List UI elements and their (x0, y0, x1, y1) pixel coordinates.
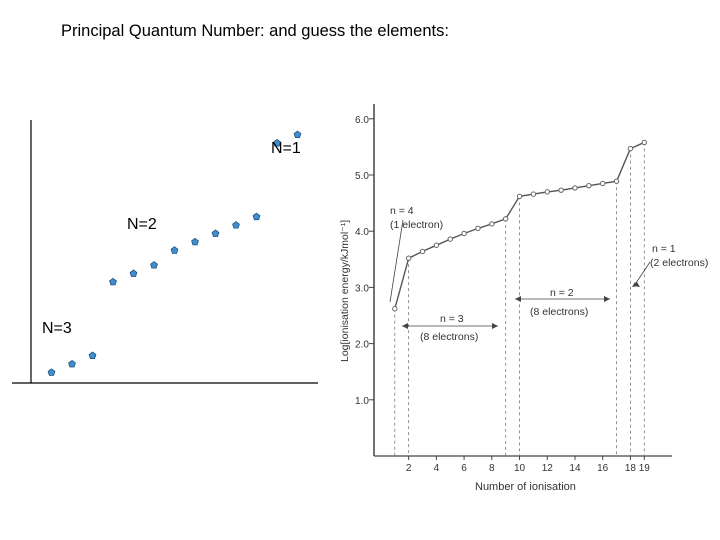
ionisation-point-6 (461, 230, 467, 237)
ionisation-point-3 (419, 248, 426, 255)
ionisation-point-2 (405, 255, 412, 261)
group-label-n2: N=2 (127, 216, 157, 233)
scatter-point-n2-2 (129, 269, 138, 277)
ionisation-point-15 (586, 182, 592, 189)
ionisation-point-4 (433, 242, 440, 248)
x-tick-label: 6 (461, 463, 467, 474)
scatter-point-n3-2 (68, 360, 76, 368)
ionisation-point-7 (475, 225, 481, 232)
scatter-point-n2-6 (211, 229, 220, 237)
annotation-n2-count: (8 electrons) (530, 306, 588, 318)
y-tick-label: 2.0 (355, 340, 369, 351)
scatter-point-n1-2 (293, 130, 302, 139)
scatter-point-n1-1 (273, 139, 281, 147)
ionisation-point-13 (558, 187, 564, 193)
annotation-n3-count: (8 electrons) (420, 331, 478, 343)
x-tick-label: 18 (625, 463, 637, 474)
x-tick-label: 19 (639, 463, 651, 474)
scatter-point-n2-7 (232, 221, 240, 229)
group-label-n1: N=1 (271, 140, 301, 157)
scatter-point-n2-4 (170, 246, 179, 254)
x-tick-label: 8 (489, 463, 495, 474)
slide-title: Principal Quantum Number: and guess the … (61, 22, 449, 40)
x-tick-label: 12 (542, 463, 554, 474)
scatter-point-n3-1 (47, 368, 56, 376)
scatter-point-n2-8 (252, 212, 261, 221)
scatter-point-n2-1 (109, 277, 117, 286)
annotation-n1-arrowhead-right (634, 282, 640, 287)
annotation-n4-arrow (389, 219, 404, 303)
ionisation-point-1 (392, 306, 398, 312)
y-tick-label: 4.0 (355, 227, 369, 238)
scatter-point-n3-3 (88, 351, 97, 360)
ionisation-point-12 (544, 189, 550, 195)
x-tick-label: 10 (514, 463, 526, 474)
ionisation-point-8 (489, 221, 495, 227)
annotation-n2-title: n = 2 (550, 287, 574, 299)
ionisation-point-10 (516, 193, 523, 200)
annotation-n1-arrow (633, 261, 651, 287)
group-label-n3: N=3 (42, 320, 72, 337)
ionisation-point-11 (530, 191, 537, 197)
ionisation-point-5 (447, 236, 453, 242)
y-tick-label: 5.0 (355, 171, 369, 182)
right-y-axis-label: Log[ionisation energy/kJmol⁻¹] (339, 220, 351, 362)
x-tick-label: 4 (434, 463, 440, 474)
annotation-n3-arrow-left (402, 323, 408, 329)
ionisation-point-14 (572, 185, 578, 191)
annotation-n1-title: n = 1 (652, 243, 676, 255)
ionisation-point-18 (627, 145, 634, 152)
annotation-n4-title: n = 4 (390, 205, 414, 217)
annotation-n2-arrow-left (515, 296, 521, 302)
scatter-point-n2-5 (191, 237, 199, 246)
annotation-n4-count: (1 electron) (390, 219, 443, 231)
y-tick-label: 3.0 (355, 283, 369, 294)
annotation-n3-title: n = 3 (440, 313, 464, 325)
ionisation-point-17 (613, 178, 620, 184)
ionisation-point-16 (599, 180, 606, 187)
annotation-n3-arrow-right (492, 323, 498, 329)
annotation-n2-arrow-right (604, 296, 610, 302)
right-x-axis-label: Number of ionisation (475, 481, 576, 493)
y-tick-label: 6.0 (355, 115, 369, 126)
y-tick-label: 1.0 (355, 396, 369, 407)
ionisation-point-9 (502, 216, 509, 222)
ionisation-point-19 (641, 139, 647, 146)
x-tick-label: 2 (406, 463, 412, 474)
x-tick-label: 16 (597, 463, 609, 474)
scatter-point-n2-3 (150, 261, 158, 269)
annotation-n1-count: (2 electrons) (650, 257, 708, 269)
x-tick-label: 14 (569, 463, 581, 474)
